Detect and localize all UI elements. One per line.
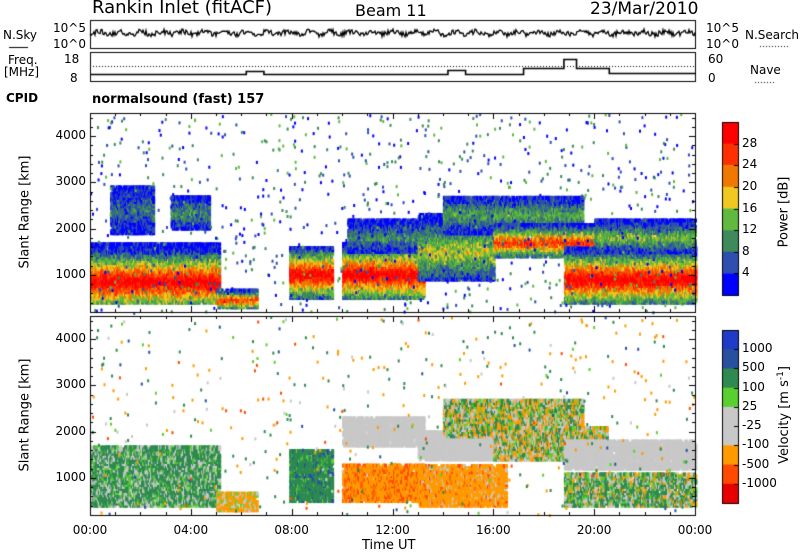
velocity-cbar-tick-3: 25 [742,398,758,413]
velocity-cbar-tick-7: -1000 [742,475,777,490]
freq-tick-high: 18 [64,52,80,66]
power-cbar-tick-5: 8 [742,243,750,258]
nsky-tick-high: 10^5 [53,21,86,35]
xtick-3: 12:00 [375,523,410,537]
velocity-cbar-tick-1: 500 [742,360,765,375]
velocity-ytick-3000: 3000 [55,377,86,392]
velocity-cbar-tick-2: 100 [742,379,765,394]
xtick-0: 00:00 [72,523,108,537]
power-cbar-tick-2: 20 [742,178,758,193]
xtick-5: 20:00 [576,523,612,537]
cpid-label: CPID [6,91,39,105]
power-ytick-4000: 4000 [55,128,86,143]
xtick-1: 04:00 [173,523,209,537]
nsky-label: N.Sky [3,28,38,42]
xtick-2: 08:00 [274,523,309,537]
velocity-ylabel: Slant Range [km] [17,358,33,472]
velocity-cbar-tick-4: -25 [742,418,762,433]
power-cbar-tick-1: 24 [742,157,758,172]
time-axis-label: Time UT [362,538,416,553]
power-ytick-3000: 3000 [55,174,86,189]
nave-label: Nave [750,63,781,77]
nsearch-label: N.Search [745,28,800,42]
power-cbar-tick-3: 16 [742,200,758,215]
power-ytick-1000: 1000 [55,266,86,281]
velocity-ytick-4000: 4000 [55,331,86,346]
station-title: Rankin Inlet (fitACF) [92,0,273,18]
velocity-cbar-tick-5: -100 [742,437,770,452]
power-cbar-tick-4: 12 [742,222,758,237]
velocity-cbar-tick-0: 1000 [742,341,773,356]
velocity-ytick-1000: 1000 [55,469,86,484]
cpid-text: normalsound (fast) 157 [92,92,265,107]
power-ytick-2000: 2000 [55,220,86,235]
velocity-ytick-2000: 2000 [55,423,86,438]
freq-unit: [MHz] [4,65,40,79]
xtick-4: 16:00 [476,523,511,537]
freq-label: Freq. [8,53,38,67]
velocity-colorbar-label: Velocity [m s-1] [775,366,793,464]
freq-tick-low: 8 [70,71,78,85]
power-cbar-tick-0: 28 [742,135,758,150]
beam-title: Beam 11 [355,1,427,20]
date-title: 23/Mar/2010 [590,0,699,19]
power-ylabel: Slant Range [km] [17,155,33,269]
nsearch-tick-low: 10^0 [706,37,739,51]
power-cbar-tick-6: 4 [742,265,750,280]
xtick-6: 00:00 [677,523,713,537]
power-colorbar-label: Power [dB] [776,176,792,248]
velocity-cbar-tick-6: -500 [742,456,770,471]
nsky-tick-low: 10^0 [53,37,86,51]
nsearch-tick-high: 10^5 [706,21,739,35]
nave-tick-low: 0 [708,71,716,85]
nave-tick-high: 60 [708,52,724,66]
